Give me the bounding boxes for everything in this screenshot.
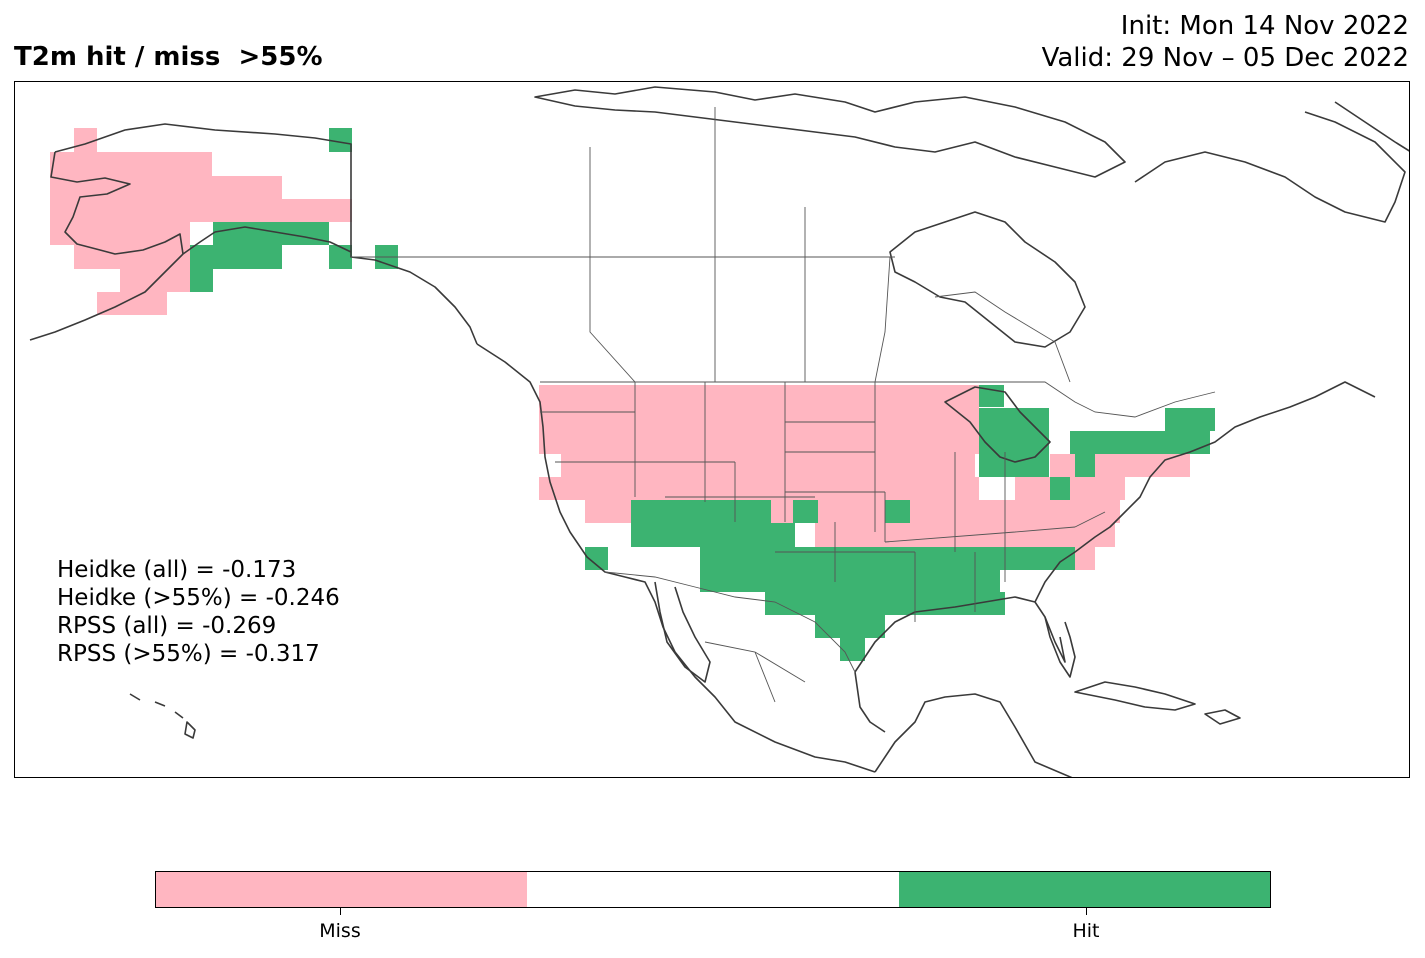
gulf-coast bbox=[854, 596, 1073, 777]
hit-cell bbox=[631, 500, 771, 523]
hit-cell bbox=[585, 547, 608, 570]
miss-cell bbox=[97, 292, 167, 315]
miss-cell bbox=[1050, 454, 1190, 477]
miss-cell bbox=[561, 454, 975, 477]
colorbar-tick-miss bbox=[340, 908, 341, 915]
hit-cell bbox=[979, 408, 1049, 431]
colorbar-miss bbox=[156, 872, 528, 907]
miss-cell bbox=[539, 431, 979, 454]
hudson-bay-coast bbox=[889, 211, 1086, 348]
rpss-55: RPSS (>55%) = -0.317 bbox=[57, 641, 320, 667]
hawaii bbox=[129, 693, 196, 739]
colorbar-tick-hit bbox=[1086, 908, 1087, 915]
valid-date: Valid: 29 Nov – 05 Dec 2022 bbox=[1041, 43, 1409, 73]
rpss-all: RPSS (all) = -0.269 bbox=[57, 613, 277, 639]
hit-cell bbox=[700, 570, 1000, 592]
miss-cell bbox=[539, 408, 979, 431]
hit-cell bbox=[793, 500, 818, 523]
miss-cell bbox=[50, 176, 282, 199]
canada-provinces bbox=[589, 107, 1071, 383]
hit-cell bbox=[1070, 431, 1210, 454]
us-canada-border bbox=[351, 256, 1216, 418]
hit-cell bbox=[979, 431, 1049, 454]
us-states bbox=[540, 382, 1106, 622]
hispaniola bbox=[1204, 709, 1241, 725]
hit-cell bbox=[329, 245, 352, 269]
florida bbox=[1044, 616, 1076, 678]
us-mexico-border bbox=[604, 571, 856, 673]
arctic-islands bbox=[534, 86, 1126, 178]
hit-cell bbox=[700, 547, 915, 570]
mexico-states bbox=[704, 641, 806, 703]
atlantic-coast bbox=[1034, 381, 1376, 603]
miss-cell bbox=[50, 152, 212, 176]
miss-cell bbox=[975, 500, 1120, 523]
colorbar-label-hit: Hit bbox=[1072, 920, 1100, 942]
hit-cell bbox=[1075, 454, 1095, 477]
greenland-edge bbox=[1334, 101, 1409, 152]
hit-cell bbox=[885, 547, 1075, 570]
init-date: Init: Mon 14 Nov 2022 bbox=[1120, 11, 1409, 41]
hit-cell bbox=[815, 615, 885, 638]
map-panel bbox=[14, 81, 1410, 778]
hit-cell bbox=[1050, 477, 1070, 500]
miss-cell bbox=[50, 199, 352, 222]
map-title: T2m hit / miss >55% bbox=[14, 42, 323, 72]
hit-cell bbox=[329, 128, 352, 152]
miss-cell bbox=[50, 222, 190, 245]
heidke-all: Heidke (all) = -0.173 bbox=[57, 557, 297, 583]
borders bbox=[351, 107, 1216, 703]
hit-cell bbox=[631, 523, 676, 547]
colorbar bbox=[155, 871, 1271, 908]
hit-cell bbox=[213, 222, 329, 245]
hit-cell bbox=[979, 454, 1049, 477]
pacific-coast bbox=[476, 343, 876, 773]
miss-cell bbox=[975, 523, 1115, 547]
hit-cell bbox=[885, 500, 910, 523]
hit-cell bbox=[675, 523, 795, 547]
baffin-island bbox=[1134, 111, 1406, 223]
coastlines bbox=[29, 86, 1409, 777]
baja-coast bbox=[654, 581, 711, 683]
cuba bbox=[1074, 681, 1196, 711]
heidke-55: Heidke (>55%) = -0.246 bbox=[57, 585, 340, 611]
hit-cell bbox=[765, 592, 1005, 615]
hit-cell bbox=[840, 638, 865, 661]
miss-cell bbox=[539, 385, 979, 408]
miss-cell bbox=[539, 477, 562, 500]
miss-cell bbox=[539, 477, 979, 500]
miss-cell bbox=[74, 128, 97, 152]
great-lakes bbox=[944, 386, 1051, 463]
colorbar-label-miss: Miss bbox=[319, 920, 361, 942]
hit-cell bbox=[190, 245, 282, 269]
grid-cells bbox=[50, 128, 1215, 661]
hit-cell bbox=[190, 269, 213, 292]
date-info: Init: Mon 14 Nov 2022 Valid: 29 Nov – 05… bbox=[1042, 10, 1409, 74]
colorbar-hit bbox=[898, 872, 1270, 907]
colorbar-neutral bbox=[527, 872, 899, 907]
miss-cell bbox=[815, 523, 975, 547]
map-canvas bbox=[29, 86, 1409, 777]
hit-cell bbox=[1165, 408, 1215, 431]
alaska-coast bbox=[29, 123, 478, 345]
score-panel: Heidke (all) = -0.173 Heidke (>55%) = -0… bbox=[57, 556, 340, 668]
miss-cell bbox=[120, 269, 190, 292]
